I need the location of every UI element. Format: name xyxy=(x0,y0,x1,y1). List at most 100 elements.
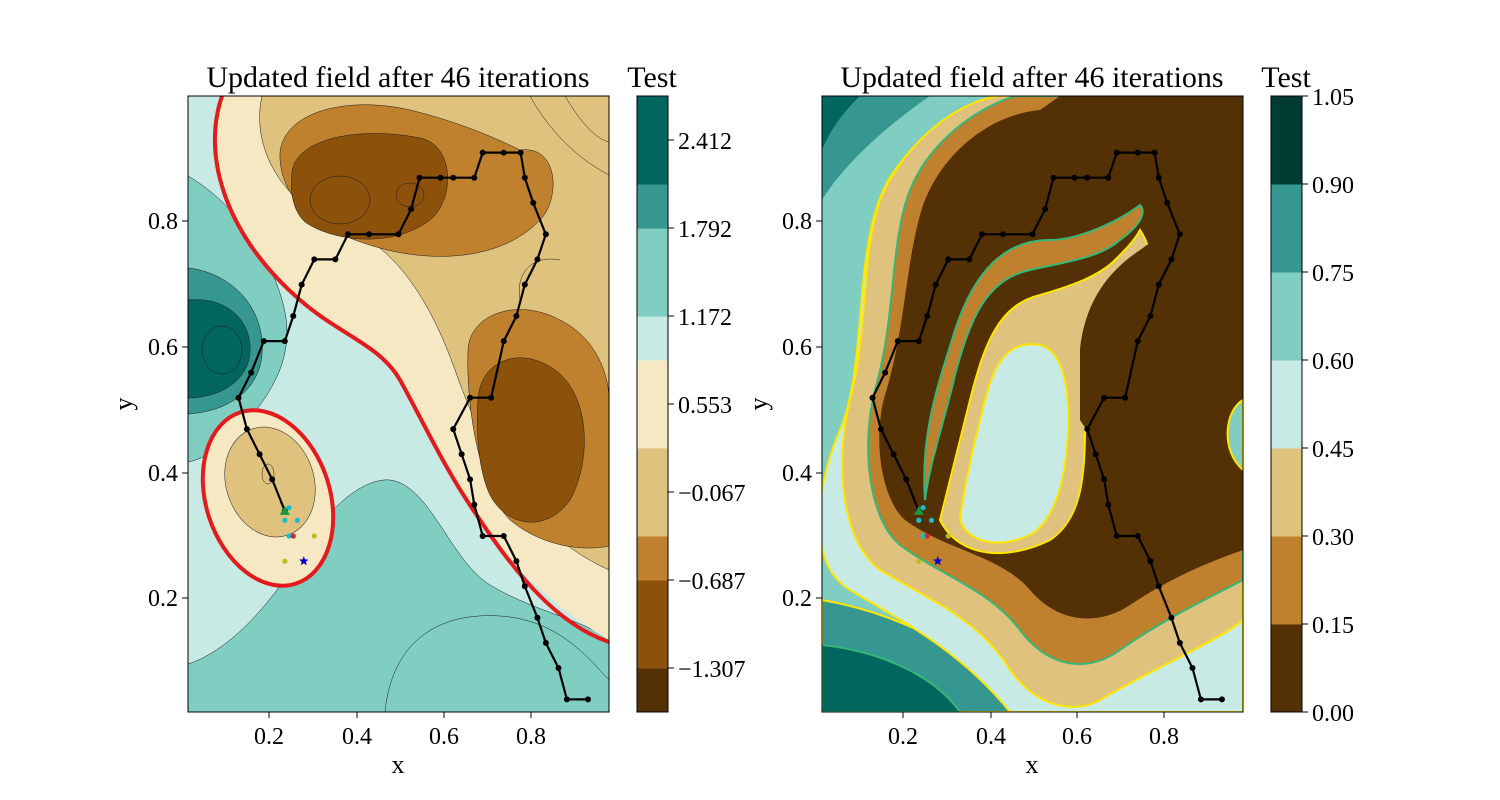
search-path-point xyxy=(344,231,351,238)
left-colorbar-title: Test xyxy=(627,61,677,94)
left-bottom-teal-region xyxy=(188,479,609,712)
right-top-dark-ridge xyxy=(1046,96,1165,144)
search-path-point xyxy=(1168,256,1175,263)
left-dark-region-top xyxy=(291,133,448,240)
colorbar-band xyxy=(637,184,668,229)
left-path-layer xyxy=(235,149,591,703)
right-colorbar-tick-label: 0.30 xyxy=(1312,525,1354,551)
search-path-point xyxy=(534,614,541,621)
left-marker-layer xyxy=(279,505,317,566)
search-path-point xyxy=(1084,426,1091,433)
target-star-marker xyxy=(933,556,943,566)
left-dark-region-right xyxy=(477,357,585,523)
search-path-point xyxy=(471,501,478,508)
right-colorbar-tick-label: 0.75 xyxy=(1312,261,1354,287)
search-path-point xyxy=(1176,231,1183,238)
colorbar-band xyxy=(1271,272,1302,361)
search-path-point xyxy=(1029,231,1036,238)
left-y-ticks: 0.2 0.4 0.6 0.8 xyxy=(148,209,188,612)
search-path-point xyxy=(521,174,528,181)
sample-point-marker xyxy=(916,517,922,523)
search-path-point xyxy=(243,426,250,433)
left-teal-darkest-region xyxy=(188,299,251,399)
search-path-point xyxy=(517,149,524,156)
search-path-point xyxy=(450,174,457,181)
right-colorbar-title: Test xyxy=(1261,61,1311,94)
left-teal-center-contour xyxy=(201,325,243,375)
search-path-point xyxy=(1134,533,1141,539)
search-path-point xyxy=(534,256,541,263)
left-red-contour-main xyxy=(213,96,609,644)
left-x-axis-label: x xyxy=(392,750,405,779)
right-colorbar-tick-label: 1.05 xyxy=(1312,85,1354,111)
left-axes-frame xyxy=(187,95,610,713)
search-path-point xyxy=(1155,174,1162,181)
search-path-point xyxy=(1113,533,1120,539)
right-axes-frame xyxy=(821,95,1244,713)
search-path-point xyxy=(1092,451,1099,458)
right-path-layer xyxy=(869,149,1225,703)
search-path-point xyxy=(290,313,297,319)
search-path-point xyxy=(500,533,507,539)
search-path-point xyxy=(467,394,474,401)
right-colorbar-tick-label: 0.45 xyxy=(1312,437,1354,463)
search-path-point xyxy=(1042,206,1049,213)
search-path-point xyxy=(1101,394,1108,401)
left-y-axis-label: y xyxy=(109,398,138,411)
search-path-point xyxy=(521,281,528,288)
left-colorbar-tick-label: −0.067 xyxy=(678,481,746,507)
right-x-axis-label: x xyxy=(1026,750,1039,779)
search-path-point xyxy=(1197,696,1204,703)
colorbar-band xyxy=(637,140,668,185)
search-path-point xyxy=(269,476,276,483)
sample-point-marker xyxy=(920,505,926,511)
search-path-point xyxy=(513,558,520,565)
search-path-point xyxy=(966,256,973,263)
sample-point-marker xyxy=(282,558,288,564)
search-path-point xyxy=(467,476,474,483)
search-path-point xyxy=(500,149,507,156)
search-path-point xyxy=(395,231,402,238)
search-path-point xyxy=(437,174,444,181)
right-y-tick-label: 0.8 xyxy=(782,209,812,235)
search-path-point xyxy=(924,313,931,319)
left-colorbar xyxy=(637,96,668,713)
right-panel-title: Updated field after 46 iterations xyxy=(840,61,1223,94)
right-colorbar-tick-label: 0.90 xyxy=(1312,173,1354,199)
colorbar-band xyxy=(1271,96,1302,185)
left-x-ticks: 0.2 0.4 0.6 0.8 xyxy=(254,712,546,750)
search-path-point xyxy=(542,639,549,646)
left-x-tick-label: 0.8 xyxy=(516,724,546,750)
search-path-point xyxy=(1105,501,1112,508)
search-path-point xyxy=(1134,149,1141,156)
search-path-point xyxy=(1147,313,1154,319)
search-path-point xyxy=(932,281,939,288)
search-path-point xyxy=(1151,149,1158,156)
search-path-point xyxy=(1000,231,1007,238)
search-path-point xyxy=(530,199,537,206)
right-y-tick-label: 0.6 xyxy=(782,335,812,361)
left-x-tick-label: 0.4 xyxy=(342,724,372,750)
left-y-tick-label: 0.2 xyxy=(148,586,178,612)
right-x-ticks: 0.2 0.4 0.6 0.8 xyxy=(888,712,1179,750)
right-y-tick-label: 0.2 xyxy=(782,586,812,612)
search-path-point xyxy=(260,338,267,345)
colorbar-band xyxy=(637,272,668,317)
left-panel: 0.2 0.4 0.6 0.8 0.2 0.4 0.6 0.8 x y Upda… xyxy=(109,61,746,779)
search-path-point xyxy=(1164,199,1171,206)
left-colorbar-tick-label: 1.172 xyxy=(678,305,732,331)
right-x-tick-label: 0.8 xyxy=(1149,724,1179,750)
left-x-tick-label: 0.6 xyxy=(429,724,459,750)
search-path-point xyxy=(479,533,486,539)
colorbar-band xyxy=(637,316,668,361)
sample-point-marker xyxy=(916,558,922,564)
left-colorbar-tick-label: −1.307 xyxy=(678,657,746,683)
search-path-point xyxy=(500,338,507,345)
colorbar-band xyxy=(1271,624,1302,713)
search-path-point xyxy=(458,451,465,458)
search-path-point xyxy=(894,338,901,345)
search-path-point xyxy=(488,394,495,401)
sample-point-marker xyxy=(286,505,292,511)
search-path-point xyxy=(366,231,373,238)
right-colorbar xyxy=(1271,96,1302,713)
